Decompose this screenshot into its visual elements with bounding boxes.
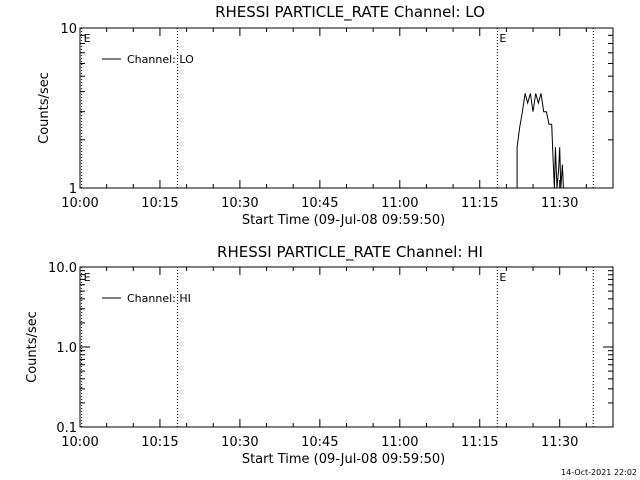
hi-plot-frame (79, 266, 614, 428)
lo-legend-entry: Channel: LO (127, 53, 194, 66)
lo-x-tick-label: 11:30 (541, 196, 578, 211)
hi-x-tick-label: 10:30 (221, 435, 258, 450)
hi-chart-title: RHESSI PARTICLE_RATE Channel: HI (217, 243, 483, 262)
lo-x-tick-label: 10:15 (141, 196, 178, 211)
hi-y-tick-label: 1.0 (56, 341, 77, 356)
hi-y-axis-label: Counts/sec (25, 311, 40, 383)
lo-y-tick-label: 1 (69, 182, 77, 197)
lo-x-tick-label: 10:00 (61, 196, 98, 211)
lo-y-tick-label: 10 (60, 22, 77, 37)
hi-x-tick-label: 11:00 (381, 435, 418, 450)
lo-y-axis-label: Counts/sec (37, 72, 52, 144)
lo-x-tick-label: 11:00 (381, 196, 418, 211)
lo-x-tick-label: 11:15 (461, 196, 498, 211)
lo-x-axis-label: Start Time (09-Jul-08 09:59:50) (242, 213, 445, 228)
lo-channel-panel: RHESSI PARTICLE_RATE Channel: LO 1 10 10:… (37, 3, 614, 228)
lo-event-marker: E (499, 32, 506, 45)
lo-series (516, 93, 565, 189)
hi-event-marker: E (499, 271, 506, 284)
lo-legend: Channel: LO (102, 53, 194, 66)
hi-x-axis: 10:00 10:15 10:30 10:45 11:00 11:15 11:30 (61, 267, 587, 450)
hi-y-axis: 0.1 1.0 10.0 (48, 261, 613, 436)
hi-event-marker: E (84, 271, 91, 284)
hi-x-tick-label: 11:15 (461, 435, 498, 450)
lo-y-axis: 1 10 (60, 22, 613, 197)
hi-x-tick-label: 10:15 (141, 435, 178, 450)
generation-timestamp: 14-Oct-2021 22:02 (561, 468, 637, 477)
lo-series-line (516, 93, 565, 189)
hi-x-tick-label: 10:00 (61, 435, 98, 450)
lo-x-tick-label: 10:45 (301, 196, 338, 211)
hi-legend-entry: Channel: HI (127, 292, 191, 305)
lo-x-axis: 10:00 10:15 10:30 10:45 11:00 11:15 11:30 (61, 28, 587, 211)
hi-y-tick-label: 0.1 (56, 421, 77, 436)
lo-event-marker: E (84, 32, 91, 45)
hi-channel-panel: RHESSI PARTICLE_RATE Channel: HI 0.11.01… (25, 243, 614, 467)
lo-x-tick-label: 10:30 (221, 196, 258, 211)
hi-legend: Channel: HI (102, 292, 191, 305)
hi-x-tick-label: 10:45 (301, 435, 338, 450)
hi-x-tick-label: 11:30 (541, 435, 578, 450)
hi-x-axis-label: Start Time (09-Jul-08 09:59:50) (242, 452, 445, 467)
hi-y-tick-label: 10.0 (48, 261, 77, 276)
lo-chart-title: RHESSI PARTICLE_RATE Channel: LO (215, 3, 485, 22)
